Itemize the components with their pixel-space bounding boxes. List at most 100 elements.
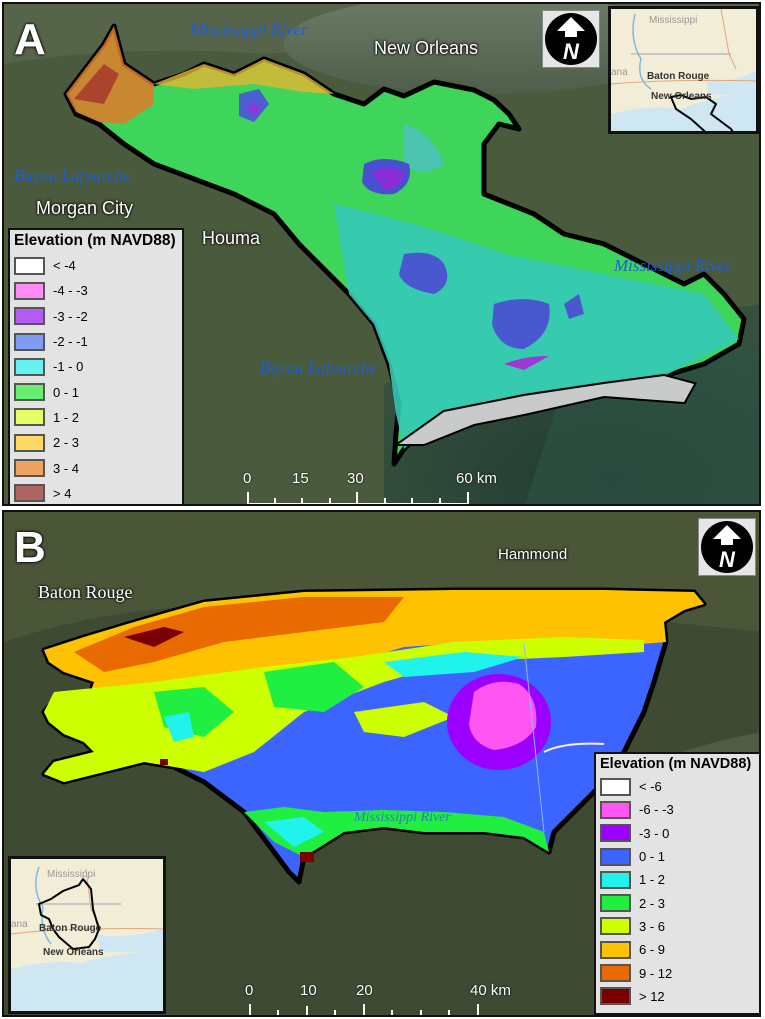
legend-title: Elevation (m NAVD88) — [600, 756, 752, 772]
legend-item: 1 - 2 — [600, 868, 755, 891]
place-label-new-orleans: New Orleans — [374, 38, 479, 58]
legend-swatch — [600, 917, 631, 936]
inset-label-baton-rouge: Baton Rouge — [647, 71, 710, 82]
legend-item: 6 - 9 — [600, 938, 755, 961]
legend-label: -1 - 0 — [53, 359, 84, 375]
locator-inset-map: Mississippi ana Baton Rouge New Orleans — [8, 856, 166, 1014]
legend-swatch — [14, 459, 45, 478]
legend-swatch — [600, 964, 631, 983]
scale-tick-label: 30 — [347, 470, 364, 487]
scale-bar-ruler — [249, 1004, 479, 1015]
legend-item: -1 - 0 — [14, 354, 178, 379]
legend-swatch — [14, 281, 45, 300]
legend-swatch — [14, 256, 45, 275]
river-label-mississippi: Mississippi River — [190, 20, 308, 39]
legend-label: 3 - 4 — [53, 460, 80, 476]
legend-item: 0 - 1 — [14, 379, 178, 404]
legend-label: < -4 — [53, 258, 76, 274]
scale-tick-label: 20 — [356, 982, 373, 999]
legend-label: -6 - -3 — [639, 802, 674, 818]
scale-tick-label: 10 — [300, 982, 317, 999]
legend-item: 1 - 2 — [14, 405, 178, 430]
legend-label: > 4 — [53, 485, 72, 501]
legend-label: -3 - -2 — [53, 308, 88, 324]
legend-item: 3 - 4 — [14, 455, 178, 480]
legend-item: 2 - 3 — [600, 891, 755, 914]
panel-label: B — [14, 523, 46, 572]
legend-swatch — [600, 800, 631, 819]
scale-tick-label: 40 km — [470, 982, 511, 999]
legend-swatch — [600, 777, 631, 796]
legend-item: 2 - 3 — [14, 430, 178, 455]
legend-swatch — [14, 433, 45, 452]
north-arrow-icon: N — [542, 10, 600, 68]
legend-items: < -6 -6 - -3 -3 - 0 0 - 1 1 - 2 2 - 3 3 - 6 6 -… — [600, 775, 755, 1008]
legend-item: -3 - 0 — [600, 822, 755, 845]
legend-item: < -6 — [600, 775, 755, 798]
river-label-mississippi: Mississippi River — [614, 256, 732, 275]
inset-label-louisiana: ana — [611, 67, 628, 78]
svg-text:N: N — [719, 547, 736, 572]
legend-swatch — [14, 307, 45, 326]
scale-tick-label: 60 km — [456, 470, 497, 487]
legend-swatch — [14, 484, 45, 503]
river-label-mississippi: Mississippi River — [354, 810, 451, 825]
legend-swatch — [600, 870, 631, 889]
scale-tick-label: 0 — [245, 982, 254, 999]
legend-title: Elevation (m NAVD88) — [14, 232, 176, 249]
place-label-houma: Houma — [202, 228, 261, 248]
legend-swatch — [14, 332, 45, 351]
legend-label: 0 - 1 — [53, 384, 80, 400]
legend-label: < -6 — [639, 779, 662, 795]
legend-label: -4 - -3 — [53, 283, 88, 299]
legend-swatch — [600, 847, 631, 866]
legend-label: 6 - 9 — [639, 942, 666, 958]
elevation-legend: Elevation (m NAVD88) < -4 -4 - -3 -3 - -2 -… — [8, 228, 184, 504]
inset-label-baton-rouge: Baton Rouge — [39, 923, 102, 934]
map-panel-b: B Baton Rouge Hammond Mississippi River … — [2, 510, 761, 1017]
scale-tick-label: 0 — [243, 470, 252, 487]
legend-item: 9 - 12 — [600, 961, 755, 984]
river-label-bayou-lafourche: Bayou Lafourche — [14, 166, 131, 185]
legend-label: 1 - 2 — [53, 409, 80, 425]
place-label-baton-rouge: Baton Rouge — [38, 582, 133, 602]
legend-items: < -4 -4 - -3 -3 - -2 -2 - -1 -1 - 0 0 - 1 1 - … — [14, 253, 178, 504]
map-panel-a: A Mississippi River Mississippi River Ba… — [2, 2, 761, 506]
place-label-hammond: Hammond — [498, 546, 568, 563]
panel-label: A — [14, 15, 46, 64]
legend-label: -3 - 0 — [639, 825, 670, 841]
legend-item: 3 - 6 — [600, 915, 755, 938]
svg-text:N: N — [563, 39, 580, 64]
scale-bar-ruler — [247, 492, 469, 504]
legend-swatch — [14, 408, 45, 427]
inset-label-louisiana: ana — [11, 919, 28, 930]
legend-item: -6 - -3 — [600, 798, 755, 821]
scale-bar: 0 15 30 60 km — [242, 470, 497, 504]
inset-label-new-orleans: New Orleans — [651, 91, 712, 102]
legend-label: 2 - 3 — [639, 895, 666, 911]
inset-label-new-orleans: New Orleans — [43, 947, 104, 958]
elevation-legend: Elevation (m NAVD88) < -6 -6 - -3 -3 - 0 0 … — [594, 752, 759, 1015]
legend-item: > 12 — [600, 985, 755, 1008]
legend-label: 2 - 3 — [53, 435, 80, 451]
legend-swatch — [14, 383, 45, 402]
locator-inset-map: Mississippi ana Baton Rouge New Orleans — [608, 6, 759, 134]
legend-item: < -4 — [14, 253, 178, 278]
legend-swatch — [600, 824, 631, 843]
legend-item: > 4 — [14, 481, 178, 504]
inset-label-mississippi: Mississippi — [649, 15, 698, 26]
river-label-bayou-lafourche: Bayou Lafourche — [260, 358, 377, 377]
legend-label: 0 - 1 — [639, 849, 666, 865]
legend-item: 0 - 1 — [600, 845, 755, 868]
legend-swatch — [600, 894, 631, 913]
legend-label: -2 - -1 — [53, 334, 88, 350]
legend-label: 1 - 2 — [639, 872, 666, 888]
legend-item: -2 - -1 — [14, 329, 178, 354]
inset-label-mississippi: Mississippi — [47, 869, 96, 880]
north-arrow-icon: N — [698, 518, 756, 576]
legend-label: 9 - 12 — [639, 965, 673, 981]
legend-item: -3 - -2 — [14, 304, 178, 329]
legend-swatch — [14, 357, 45, 376]
legend-item: -4 - -3 — [14, 278, 178, 303]
scale-tick-label: 15 — [292, 470, 309, 487]
